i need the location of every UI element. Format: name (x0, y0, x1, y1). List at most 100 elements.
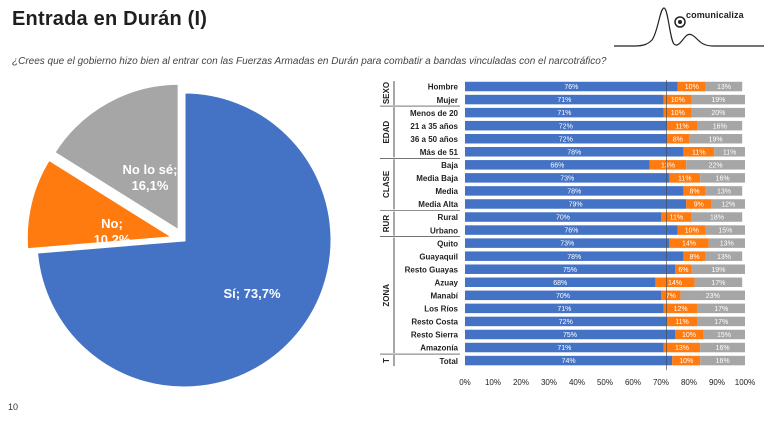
row-label: Rural (438, 213, 458, 222)
bar-value-label: 11% (692, 149, 706, 156)
x-tick-label: 0% (459, 378, 471, 387)
row-label: Azuay (434, 278, 458, 287)
bar-value-label: 13% (661, 162, 675, 169)
bar-si (465, 316, 667, 327)
bar-no-lo-se (700, 342, 745, 353)
bar-value-label: 10% (685, 228, 699, 235)
bar-si (465, 186, 684, 196)
bar-si (465, 329, 675, 340)
bar-no-lo-se (686, 160, 745, 170)
bar-value-label: 8% (690, 254, 700, 261)
bar-value-label: 8% (690, 189, 700, 196)
bar-value-label: 13% (717, 84, 731, 91)
bar-value-label: 13% (717, 189, 731, 196)
row-label: Media (435, 187, 458, 196)
row-label: Amazonía (420, 344, 458, 353)
bar-value-label: 23% (706, 293, 720, 300)
bar-value-label: 66% (550, 162, 564, 169)
bar-value-label: 78% (567, 254, 581, 261)
bar-no (655, 277, 695, 288)
bar-value-label: 73% (560, 241, 574, 248)
logo-wave (614, 7, 764, 47)
bar-no-lo-se (711, 199, 745, 209)
bar-value-label: 70% (556, 293, 570, 300)
x-tick-label: 30% (541, 378, 557, 387)
bar-no (686, 199, 712, 209)
bar-value-label: 16% (716, 175, 730, 182)
bar-value-label: 11% (678, 175, 692, 182)
survey-question: ¿Crees que el gobierno hizo bien al entr… (12, 56, 607, 67)
bar-value-label: 13% (675, 345, 689, 352)
bar-value-label: 6% (678, 267, 688, 274)
bar-no-lo-se (700, 173, 745, 183)
bar-no (663, 94, 692, 105)
bar-si (465, 290, 661, 301)
bar-si (465, 355, 673, 366)
bar-si (465, 303, 664, 314)
row-label: Quito (437, 239, 458, 248)
bar-value-label: 17% (714, 306, 728, 313)
bar-value-label: 13% (720, 241, 734, 248)
bar-si (465, 81, 678, 92)
bar-no (683, 186, 706, 196)
bar-si (465, 238, 670, 248)
bar-si (465, 277, 656, 288)
bar-no (669, 173, 701, 183)
x-tick-label: 60% (625, 378, 641, 387)
row-label: Resto Costa (411, 318, 458, 327)
x-tick-label: 70% (653, 378, 669, 387)
group-label: SEXO (382, 82, 391, 104)
bar-value-label: 17% (711, 280, 725, 287)
bar-no-lo-se (703, 329, 745, 340)
bar-value-label: 10% (671, 97, 685, 104)
bar-si (465, 120, 667, 131)
bar-value-label: 14% (682, 241, 696, 248)
bar-no-lo-se (697, 316, 745, 327)
bar-no-lo-se (697, 303, 745, 314)
bar-no (661, 212, 692, 222)
group-label: T (382, 358, 391, 363)
bar-si (465, 225, 678, 235)
pie-slice-no-lo-s- (51, 81, 181, 234)
bar-value-label: 19% (711, 267, 725, 274)
bar-value-label: 16% (716, 345, 730, 352)
bar-no-lo-se (697, 120, 743, 131)
bar-value-label: 12% (674, 306, 688, 313)
row-label: 21 a 35 años (410, 122, 458, 131)
bar-no-lo-se (714, 147, 745, 157)
bar-value-label: 11% (675, 123, 689, 130)
row-label: Media Baja (416, 174, 458, 183)
bar-value-label: 20% (711, 110, 725, 117)
bar-value-label: 15% (717, 332, 731, 339)
bar-no (663, 342, 701, 353)
bar-si (465, 199, 687, 209)
bar-no (663, 107, 692, 118)
bar-no-lo-se (691, 107, 745, 118)
bar-value-label: 71% (557, 345, 571, 352)
row-label: Manabí (430, 292, 458, 301)
bar-no (677, 81, 706, 92)
bar-value-label: 7% (666, 293, 676, 300)
page-title: Entrada en Durán (I) (12, 8, 208, 30)
pie-chart: Sí; 73,7% No; 10,2% No lo sé; 16,1% (24, 81, 334, 390)
bar-value-label: 11% (675, 319, 689, 326)
bar-no (672, 355, 701, 366)
group-label: RUR (382, 215, 391, 233)
bar-no (666, 120, 698, 131)
row-label: Más de 51 (420, 148, 459, 157)
bar-value-label: 79% (569, 202, 583, 209)
bar-value-label: 68% (553, 280, 567, 287)
bar-no (675, 329, 703, 340)
bar-value-label: 11% (670, 215, 684, 222)
bar-no-lo-se (700, 355, 745, 366)
logo-text: comunicaliza (686, 10, 744, 20)
bar-value-label: 71% (557, 110, 571, 117)
row-label: Los Ríos (424, 305, 458, 314)
row-label: Urbano (430, 226, 458, 235)
bar-value-label: 70% (556, 215, 570, 222)
x-tick-label: 80% (681, 378, 697, 387)
bar-value-label: 19% (709, 136, 723, 143)
bar-no-lo-se (691, 264, 745, 274)
row-label: Baja (441, 161, 458, 170)
